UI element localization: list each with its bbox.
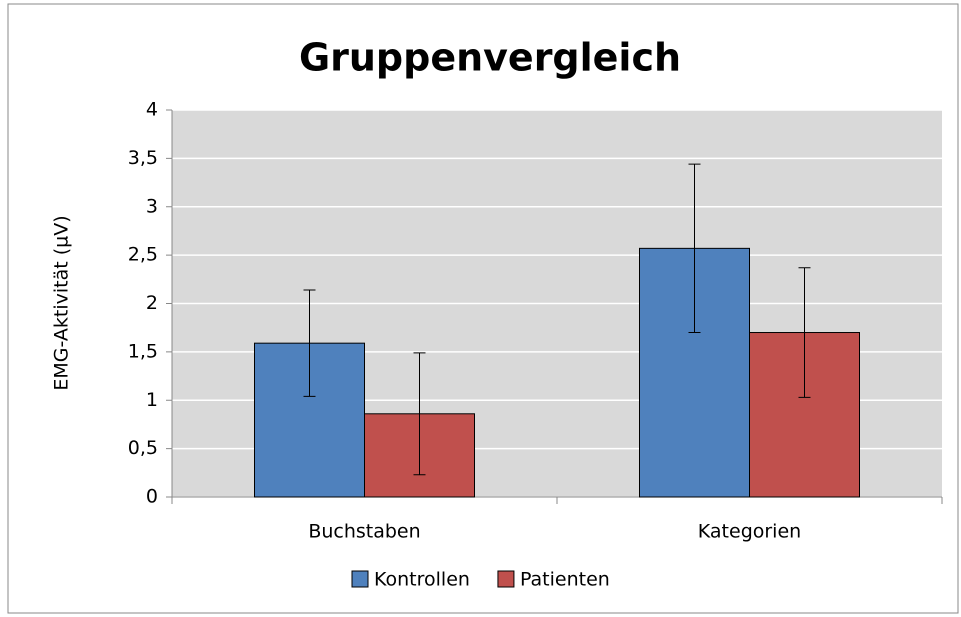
x-tick-label: Kategorien xyxy=(698,521,801,543)
error-bar xyxy=(303,289,316,397)
error-bar xyxy=(798,267,811,398)
y-tick-label: 4 xyxy=(146,99,158,121)
y-tick-label: 1 xyxy=(146,389,158,411)
y-tick-label: 0,5 xyxy=(128,437,158,459)
error-bar xyxy=(413,352,426,476)
y-tick-label: 1,5 xyxy=(128,340,158,362)
error-bar xyxy=(688,163,701,334)
legend-label: Patienten xyxy=(520,569,610,591)
legend-swatch xyxy=(351,570,369,588)
chart-title: Gruppenvergleich xyxy=(299,36,681,80)
y-tick-label: 2,5 xyxy=(128,244,158,266)
y-axis-label: EMG-Aktivität (µV) xyxy=(51,215,73,390)
x-tick-label: Buchstaben xyxy=(308,521,420,543)
y-tick-label: 0 xyxy=(146,486,158,508)
y-tick-label: 2 xyxy=(146,292,158,314)
y-tick-label: 3 xyxy=(146,195,158,217)
y-tick-label: 3,5 xyxy=(128,147,158,169)
legend-swatch xyxy=(497,570,515,588)
legend-label: Kontrollen xyxy=(374,569,470,591)
